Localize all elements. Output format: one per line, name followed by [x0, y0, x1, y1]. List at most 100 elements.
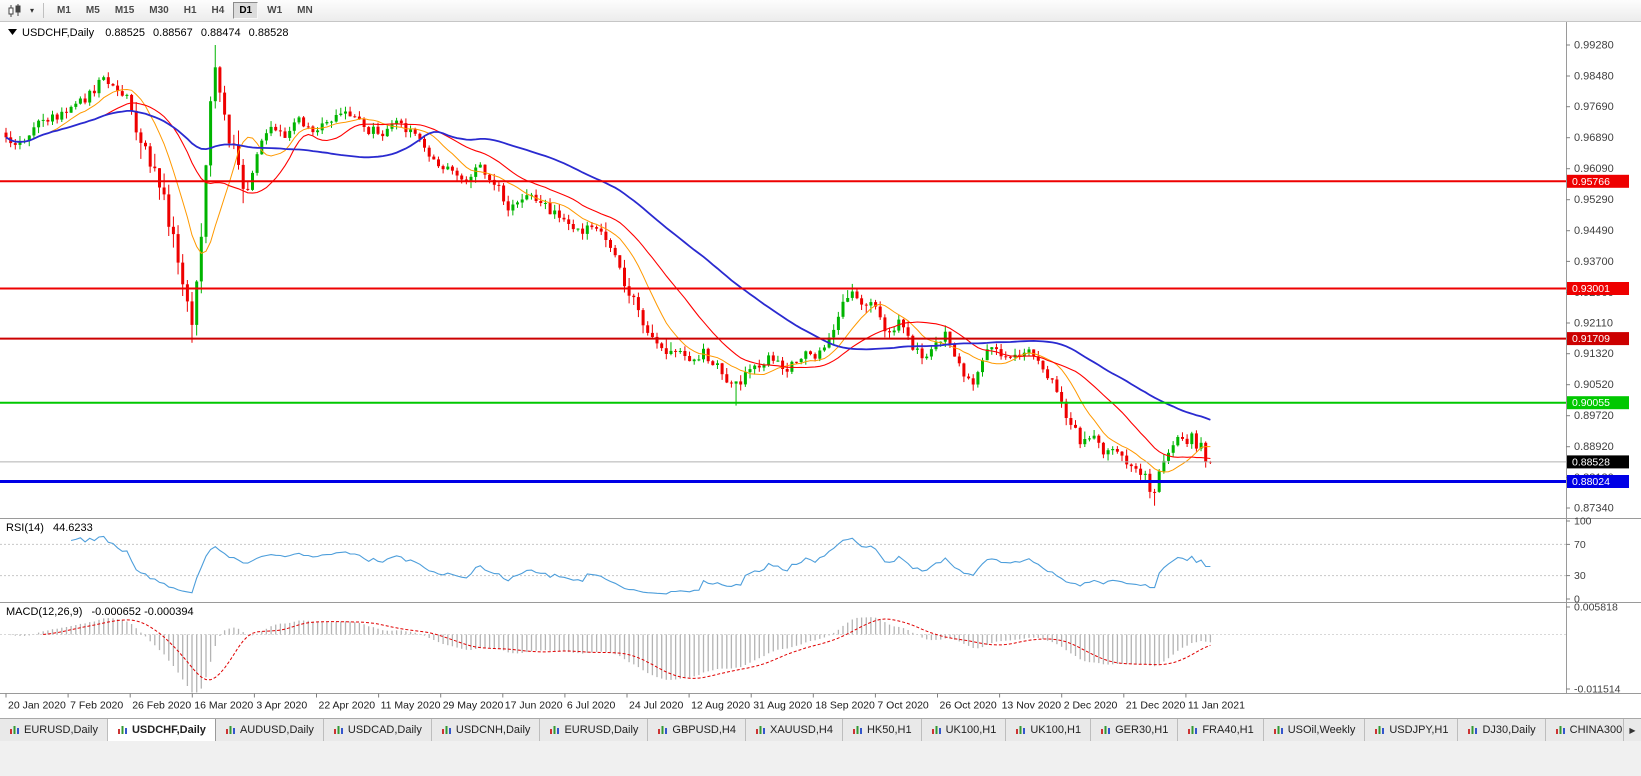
period-buttons-group: M1 M5 M15 M30 H1 H4 D1 W1 MN [51, 2, 319, 19]
period-button-m5[interactable]: M5 [85, 5, 100, 16]
price-scale-label: 0.89720 [1574, 410, 1614, 422]
period-button-mn[interactable]: MN [297, 5, 313, 16]
date-label: 17 Jun 2020 [505, 700, 563, 712]
period-button-d1[interactable]: D1 [233, 2, 259, 19]
bid-price-badge [1567, 455, 1629, 469]
date-label: 11 May 2020 [381, 700, 441, 712]
tab-label: GER30,H1 [1115, 724, 1169, 736]
chevron-down-icon[interactable]: ▾ [30, 6, 35, 15]
chart-tab-hk50-h1[interactable]: HK50,H1 [842, 719, 922, 741]
tab-label: USOil,Weekly [1287, 724, 1356, 736]
mini-chart-icon [550, 726, 560, 734]
chart-tab-usdjpy-h1[interactable]: USDJPY,H1 [1365, 719, 1459, 741]
tab-label: EURUSD,Daily [24, 724, 98, 736]
price-scale-label: 0.96890 [1574, 132, 1614, 144]
price-level-badge [1567, 174, 1629, 188]
macd-histogram [10, 617, 1212, 693]
rsi-scale-label: 30 [1574, 570, 1586, 582]
tab-scroll-right-button[interactable]: ▶ [1623, 719, 1641, 741]
ohlc-close: 0.88528 [249, 27, 289, 39]
price-level-badge-text: 0.95766 [1572, 176, 1610, 188]
date-label: 31 Aug 2020 [753, 700, 812, 712]
price-scale-label: 0.88920 [1574, 441, 1614, 453]
date-label: 3 Apr 2020 [256, 700, 307, 712]
period-button-h4[interactable]: H4 [211, 5, 225, 16]
price-scale-label: 0.92110 [1574, 318, 1613, 330]
chart-tab-usoil-weekly[interactable]: USOil,Weekly [1263, 719, 1366, 741]
date-label: 21 Dec 2020 [1126, 700, 1186, 712]
price-level-badge-text: 0.90055 [1572, 397, 1610, 409]
chart-tab-uk100-h1[interactable]: UK100,H1 [1006, 719, 1092, 741]
date-label: 26 Feb 2020 [132, 700, 191, 712]
mini-chart-icon [1016, 726, 1026, 734]
tab-label: GBPUSD,H4 [672, 724, 736, 736]
price-scale-label: 0.91320 [1574, 348, 1614, 360]
candlestick-chart-icon [8, 3, 21, 17]
macd-info-line: MACD(12,26,9) -0.000652 -0.000394 [6, 606, 194, 618]
mini-chart-icon [931, 726, 941, 734]
chart-tab-usdcnh-daily[interactable]: USDCNH,Daily [431, 719, 541, 741]
chart-tabs-bar: EURUSD,Daily USDCHF,Daily AUDUSD,Daily USDC… [0, 718, 1641, 741]
chart-tab-xauusd-h4[interactable]: XAUUSD,H4 [745, 719, 843, 741]
chart-info-line: USDCHF,Daily 0.88525 0.88567 0.88474 0.8… [22, 27, 288, 39]
rsi-label: RSI(14) [6, 522, 44, 534]
mini-chart-icon [333, 726, 343, 734]
chart-tab-gbpusd-h4[interactable]: GBPUSD,H4 [648, 719, 746, 741]
chart-tab-eurusd-daily[interactable]: EURUSD,Daily [540, 719, 649, 741]
price-scale-label: 0.97690 [1574, 101, 1614, 113]
price-scale-label: 0.87340 [1574, 503, 1614, 515]
date-label: 16 Mar 2020 [194, 700, 253, 712]
period-button-m15[interactable]: M15 [114, 5, 135, 16]
chart-dropdown-triangle-icon[interactable] [8, 29, 17, 35]
price-scale-label: 0.95290 [1574, 194, 1614, 206]
price-level-badge-text: 0.93001 [1572, 283, 1610, 295]
tab-label: AUDUSD,Daily [239, 724, 314, 736]
period-button-w1[interactable]: W1 [267, 5, 283, 16]
rsi-scale-label: 0 [1574, 594, 1580, 606]
candlestick-series[interactable] [4, 45, 1212, 506]
price-level-badge [1567, 396, 1629, 410]
tab-label: UK100,H1 [1030, 724, 1082, 736]
chart-tab-china300-h1[interactable]: CHINA300,H1 [1545, 719, 1623, 741]
date-label: 29 May 2020 [443, 700, 504, 712]
date-label: 13 Nov 2020 [1002, 700, 1062, 712]
chart-tab-audusd-daily[interactable]: AUDUSD,Daily [215, 719, 324, 741]
period-button-m1[interactable]: M1 [57, 5, 71, 16]
period-button-m30[interactable]: M30 [149, 5, 169, 16]
price-scale-label: 0.94490 [1574, 225, 1614, 237]
mini-chart-icon [1375, 726, 1385, 734]
tab-label: XAUUSD,H4 [769, 724, 833, 736]
tab-label: HK50,H1 [866, 724, 912, 736]
ohlc-low: 0.88474 [201, 27, 241, 39]
date-label: 2 Dec 2020 [1064, 700, 1118, 712]
date-label: 20 Jan 2020 [8, 700, 66, 712]
mini-chart-icon [117, 726, 127, 734]
chart-area[interactable]: 0.99280 0.98480 0.97690 0.96890 0.96090 0.952… [0, 22, 1641, 718]
mini-chart-icon [1273, 726, 1283, 734]
tab-label: USDJPY,H1 [1389, 724, 1449, 736]
tab-label: USDCHF,Daily [131, 724, 206, 736]
tab-label: USDCAD,Daily [347, 724, 422, 736]
arrow-right-icon: ▶ [1629, 725, 1636, 735]
rsi-info-line: RSI(14) 44.6233 [6, 522, 93, 534]
chart-tab-usdcad-daily[interactable]: USDCAD,Daily [323, 719, 432, 741]
mini-chart-icon [1188, 726, 1198, 734]
date-label: 7 Oct 2020 [877, 700, 929, 712]
mini-chart-icon [755, 726, 765, 734]
chart-tab-uk100-h1[interactable]: UK100,H1 [921, 719, 1007, 741]
ma-mid-line [5, 102, 1211, 460]
chart-type-button[interactable] [4, 2, 26, 20]
chart-tab-usdchf-daily[interactable]: USDCHF,Daily [107, 719, 216, 741]
chart-tab-dj30-daily[interactable]: DJ30,Daily [1458, 719, 1546, 741]
period-button-h1[interactable]: H1 [183, 5, 197, 16]
chart-tab-ger30-h1[interactable]: GER30,H1 [1091, 719, 1179, 741]
tab-label: CHINA300,H1 [1569, 724, 1623, 736]
rsi-line [70, 535, 1211, 595]
date-label: 6 Jul 2020 [567, 700, 616, 712]
ma-fast-line [5, 88, 1211, 473]
rsi-value: 44.6233 [53, 522, 93, 534]
price-level-badge [1567, 332, 1629, 346]
chart-tab-eurusd-daily[interactable]: EURUSD,Daily [0, 719, 108, 741]
chart-tab-fra40-h1[interactable]: FRA40,H1 [1178, 719, 1264, 741]
toolbar-separator [43, 3, 45, 18]
